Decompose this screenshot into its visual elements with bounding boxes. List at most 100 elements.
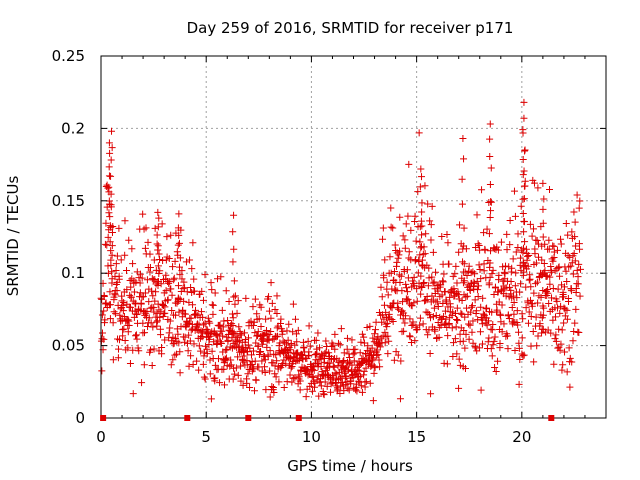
data-point xyxy=(206,319,214,327)
data-point xyxy=(312,336,320,344)
data-point xyxy=(161,303,169,311)
data-point xyxy=(208,347,216,355)
data-point xyxy=(465,335,473,343)
data-point xyxy=(313,349,321,357)
data-point xyxy=(120,298,128,306)
data-point xyxy=(178,267,186,275)
data-point xyxy=(424,200,432,208)
data-point xyxy=(509,255,517,263)
data-point xyxy=(222,287,230,295)
data-point xyxy=(225,298,233,306)
data-point xyxy=(455,384,463,392)
data-point xyxy=(382,308,390,316)
data-point xyxy=(520,351,528,359)
data-point xyxy=(402,220,410,228)
data-point xyxy=(272,333,280,341)
data-point xyxy=(331,330,339,338)
data-point xyxy=(487,164,495,172)
data-point xyxy=(432,268,440,276)
data-point xyxy=(571,319,579,327)
data-point xyxy=(185,331,193,339)
data-point xyxy=(199,360,207,368)
data-point xyxy=(101,316,109,324)
data-point xyxy=(500,320,508,328)
data-point xyxy=(369,334,377,342)
data-point xyxy=(566,253,574,261)
data-point xyxy=(518,310,526,318)
data-point xyxy=(153,278,161,286)
data-point xyxy=(257,347,265,355)
data-point xyxy=(570,208,578,216)
data-point xyxy=(148,287,156,295)
data-point xyxy=(142,309,150,317)
data-point xyxy=(460,224,468,232)
data-point xyxy=(410,273,418,281)
data-point xyxy=(438,232,446,240)
data-point xyxy=(397,357,405,365)
data-point xyxy=(528,302,536,310)
data-point xyxy=(280,383,288,391)
data-point xyxy=(520,228,528,236)
data-point xyxy=(538,329,546,337)
data-point xyxy=(471,296,479,304)
data-point xyxy=(258,357,266,365)
data-point xyxy=(343,345,351,353)
data-point xyxy=(557,235,565,243)
data-point xyxy=(489,321,497,329)
data-point xyxy=(567,262,575,270)
data-point xyxy=(519,271,527,279)
data-point xyxy=(216,338,224,346)
data-point xyxy=(211,289,219,297)
data-point xyxy=(237,362,245,370)
data-point xyxy=(425,326,433,334)
data-point xyxy=(477,275,485,283)
data-point xyxy=(521,177,529,185)
data-point xyxy=(273,292,281,300)
data-point xyxy=(287,339,295,347)
data-point xyxy=(379,224,387,232)
data-point xyxy=(149,323,157,331)
data-point xyxy=(179,284,187,292)
data-point xyxy=(240,358,248,366)
data-point xyxy=(381,256,389,264)
data-point xyxy=(323,382,331,390)
data-point xyxy=(195,342,203,350)
data-point xyxy=(348,336,356,344)
data-point xyxy=(343,334,351,342)
data-point xyxy=(241,329,249,337)
data-point xyxy=(237,377,245,385)
data-point xyxy=(327,380,335,388)
data-point xyxy=(497,238,505,246)
data-point xyxy=(153,318,161,326)
data-point xyxy=(230,211,238,219)
data-point xyxy=(376,363,384,371)
data-point xyxy=(570,328,578,336)
data-point xyxy=(385,337,393,345)
data-point xyxy=(108,251,116,259)
data-point xyxy=(269,383,277,391)
data-point xyxy=(531,179,539,187)
data-point xyxy=(169,263,177,271)
data-point xyxy=(472,307,480,315)
data-point xyxy=(207,279,215,287)
data-point xyxy=(287,364,295,372)
data-point xyxy=(566,383,574,391)
data-point xyxy=(132,331,140,339)
data-point xyxy=(429,248,437,256)
data-point xyxy=(463,304,471,312)
data-point xyxy=(326,359,334,367)
data-point xyxy=(251,295,259,303)
data-point xyxy=(467,269,475,277)
data-point xyxy=(487,198,495,206)
data-point xyxy=(418,284,426,292)
data-point xyxy=(398,287,406,295)
data-point xyxy=(396,247,404,255)
data-point xyxy=(143,307,151,315)
data-point xyxy=(357,382,365,390)
data-point xyxy=(576,292,584,300)
data-point xyxy=(486,273,494,281)
data-point xyxy=(129,346,137,354)
data-point xyxy=(557,340,565,348)
data-point xyxy=(561,348,569,356)
data-point xyxy=(234,297,242,305)
